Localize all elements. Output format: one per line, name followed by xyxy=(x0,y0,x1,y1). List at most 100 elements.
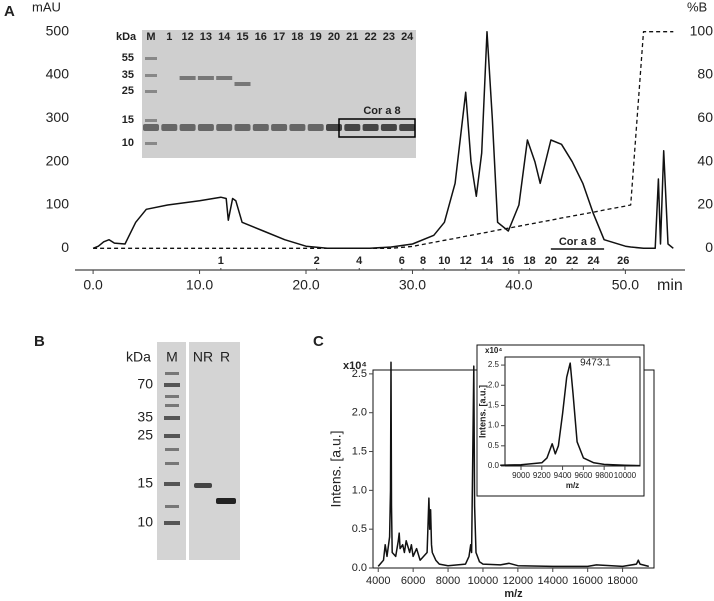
lane-label: 22 xyxy=(364,31,376,43)
marker-band xyxy=(145,142,157,145)
panel-label: C xyxy=(313,333,324,350)
marker-band xyxy=(164,416,180,420)
x-tick-label: 4000 xyxy=(366,575,390,587)
x-tick-label: 20.0 xyxy=(292,277,319,293)
x-tick-label: 18000 xyxy=(607,575,638,587)
x-tick-label: 40.0 xyxy=(505,277,532,293)
gel-band xyxy=(380,124,397,131)
x-tick-label: 0.0 xyxy=(83,277,103,293)
fraction-label: 12 xyxy=(460,255,472,267)
fraction-label: 20 xyxy=(545,255,557,267)
fraction-label: 1 xyxy=(218,255,224,267)
y-axis-label: Intens. [a.u.] xyxy=(477,385,487,438)
x-axis-label: min xyxy=(657,277,683,294)
y-axis-label: Intens. [a.u.] xyxy=(328,430,344,507)
y-tick-label: 0.0 xyxy=(488,461,500,470)
y2-tick-label: 100 xyxy=(690,22,714,38)
gel-band xyxy=(216,76,233,80)
y-tick-label: 400 xyxy=(46,66,70,82)
lane-label: 1 xyxy=(166,31,172,43)
fraction-label: 4 xyxy=(356,255,363,267)
marker-label: 25 xyxy=(137,427,153,443)
gel-band xyxy=(143,124,159,131)
y-tick-label: 100 xyxy=(46,196,70,212)
panel-label: B xyxy=(34,333,45,350)
gel-band xyxy=(362,124,379,131)
gel-band xyxy=(161,124,178,131)
x-axis-label: m/z xyxy=(504,588,523,600)
fraction-label: 26 xyxy=(617,255,629,267)
y-tick-label: 1.5 xyxy=(488,401,500,410)
gel-band xyxy=(197,76,214,80)
y-tick-label: 0 xyxy=(61,239,69,255)
marker-band xyxy=(164,434,180,438)
lane-label: 12 xyxy=(181,31,193,43)
marker-label: 15 xyxy=(137,475,153,491)
y-tick-label: 0.0 xyxy=(352,562,367,574)
lane-label: 15 xyxy=(236,31,248,43)
lane-label: 17 xyxy=(273,31,285,43)
x-tick-label: 10.0 xyxy=(186,277,213,293)
lane-label: 16 xyxy=(255,31,267,43)
y2-tick-label: 40 xyxy=(697,152,713,168)
gel-band xyxy=(194,483,212,488)
lane-label: M xyxy=(146,31,155,43)
x-tick-label: 16000 xyxy=(572,575,603,587)
annotation: Cor a 8 xyxy=(559,236,596,248)
y-multiplier: x10⁴ xyxy=(343,360,367,372)
lane-label: 20 xyxy=(328,31,340,43)
y2-axis-label: %B xyxy=(687,0,707,14)
gel-band xyxy=(197,124,214,131)
gel-band xyxy=(252,124,269,131)
marker-band xyxy=(165,505,179,508)
lane-label: 19 xyxy=(310,31,322,43)
marker-band xyxy=(164,521,180,525)
marker-band xyxy=(164,383,180,387)
marker-band xyxy=(145,57,157,60)
fraction-label: 6 xyxy=(399,255,405,267)
lane-label: 24 xyxy=(401,31,414,43)
gel-band xyxy=(216,124,233,131)
y-tick-label: 1.0 xyxy=(352,484,367,496)
gel-band xyxy=(271,124,288,131)
x-tick-label: 10000 xyxy=(614,471,637,480)
fraction-label: 22 xyxy=(566,255,578,267)
y-tick-label: 0.5 xyxy=(488,441,500,450)
y-tick-label: 2.0 xyxy=(352,407,367,419)
x-tick-label: 9800 xyxy=(595,471,613,480)
marker-label: 25 xyxy=(122,85,134,97)
y-tick-label: 300 xyxy=(46,109,70,125)
x-axis-label: m/z xyxy=(566,481,579,490)
x-tick-label: 30.0 xyxy=(399,277,426,293)
y-tick-label: 200 xyxy=(46,152,70,168)
lane-label: 14 xyxy=(218,31,231,43)
gel-image xyxy=(142,30,416,158)
highlight-box xyxy=(338,118,416,138)
marker-label: 70 xyxy=(137,376,153,392)
plot-frame xyxy=(504,356,641,467)
marker-label: 15 xyxy=(122,114,134,126)
gel-band xyxy=(234,124,251,131)
y2-tick-label: 0 xyxy=(705,239,713,255)
data-line xyxy=(377,361,649,568)
data-line xyxy=(500,362,641,467)
x-tick-label: 9200 xyxy=(533,471,551,480)
marker-band xyxy=(145,74,157,77)
x-tick-label: 9600 xyxy=(574,471,592,480)
marker-label: 10 xyxy=(122,137,134,149)
fraction-label: 14 xyxy=(481,255,494,267)
marker-band xyxy=(165,462,179,465)
gel-unit: kDa xyxy=(126,349,151,365)
lane-label: R xyxy=(220,349,230,365)
annotation: 9473.1 xyxy=(580,358,611,369)
y-tick-label: 0.5 xyxy=(352,523,367,535)
panel-label: A xyxy=(4,3,15,20)
lane-label: 13 xyxy=(200,31,212,43)
fraction-label: 16 xyxy=(502,255,514,267)
y2-tick-label: 20 xyxy=(697,196,713,212)
data-line xyxy=(92,30,674,250)
lane-label: 23 xyxy=(383,31,395,43)
x-tick-label: 12000 xyxy=(503,575,534,587)
y-tick-label: 500 xyxy=(46,22,70,38)
